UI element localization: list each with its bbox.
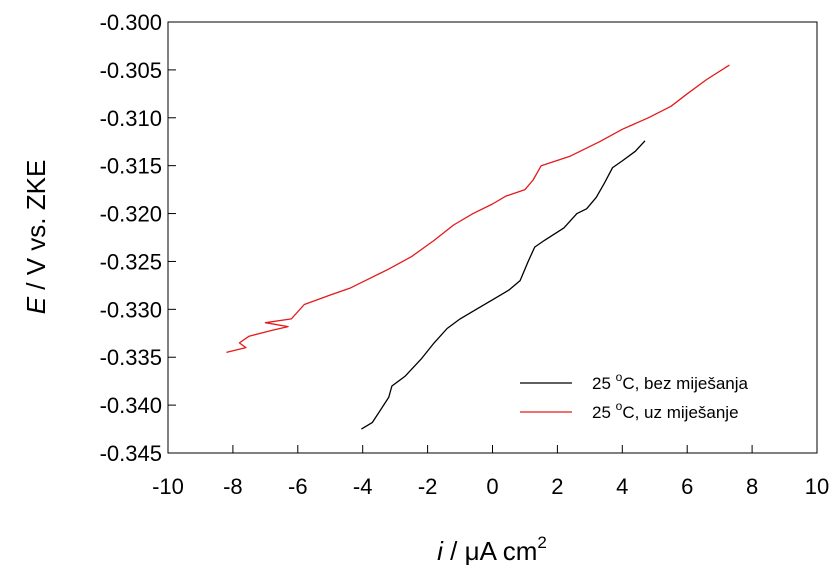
x-tick-label: 8 — [746, 474, 758, 499]
y-tick-label: -0.345 — [100, 441, 162, 466]
legend-label-bez-mijesanja: 25 oC, bez miješanja — [592, 370, 749, 393]
y-axis-title: E / V vs. ZKE — [21, 160, 51, 315]
y-axis-ticks: -0.300 -0.305 -0.310 -0.315 -0.320 -0.325 -0.3… — [100, 10, 176, 466]
x-tick-label: 10 — [805, 474, 829, 499]
x-tick-label: -6 — [288, 474, 308, 499]
x-axis-title: i / μA cm2 — [437, 533, 547, 566]
x-axis-title-units: / μA cm — [443, 536, 537, 566]
y-axis-title-units: / V vs. ZKE — [21, 160, 51, 297]
x-tick-label: 2 — [551, 474, 563, 499]
y-tick-label: -0.325 — [100, 249, 162, 274]
x-axis-title-superscript: 2 — [537, 533, 546, 552]
y-tick-label: -0.315 — [100, 154, 162, 179]
data-series — [226, 64, 730, 430]
x-tick-label: 0 — [486, 474, 498, 499]
y-axis-title-symbol: E — [21, 296, 51, 314]
y-tick-label: -0.305 — [100, 58, 162, 83]
y-tick-label: -0.310 — [100, 106, 162, 131]
x-axis-title-symbol: i — [437, 536, 444, 566]
y-tick-label: -0.330 — [100, 297, 162, 322]
y-tick-label: -0.300 — [100, 10, 162, 35]
x-axis-ticks: -10 -8 -6 -4 -2 0 2 4 6 8 10 — [152, 445, 829, 499]
y-tick-label: -0.340 — [100, 393, 162, 418]
y-tick-label: -0.320 — [100, 202, 162, 227]
legend: 25 oC, bez miješanja 25 oC, uz miješanje — [520, 370, 749, 422]
x-tick-label: -2 — [418, 474, 438, 499]
x-tick-label: -8 — [223, 474, 243, 499]
x-tick-label: -10 — [152, 474, 184, 499]
series-line-bez-mijesanja — [361, 140, 646, 430]
x-tick-label: 4 — [616, 474, 628, 499]
legend-label-uz-mijesanje: 25 oC, uz miješanje — [592, 399, 739, 422]
y-tick-label: -0.335 — [100, 345, 162, 370]
x-tick-label: -4 — [353, 474, 373, 499]
x-tick-label: 6 — [681, 474, 693, 499]
series-line-uz-mijesanje — [226, 64, 730, 354]
